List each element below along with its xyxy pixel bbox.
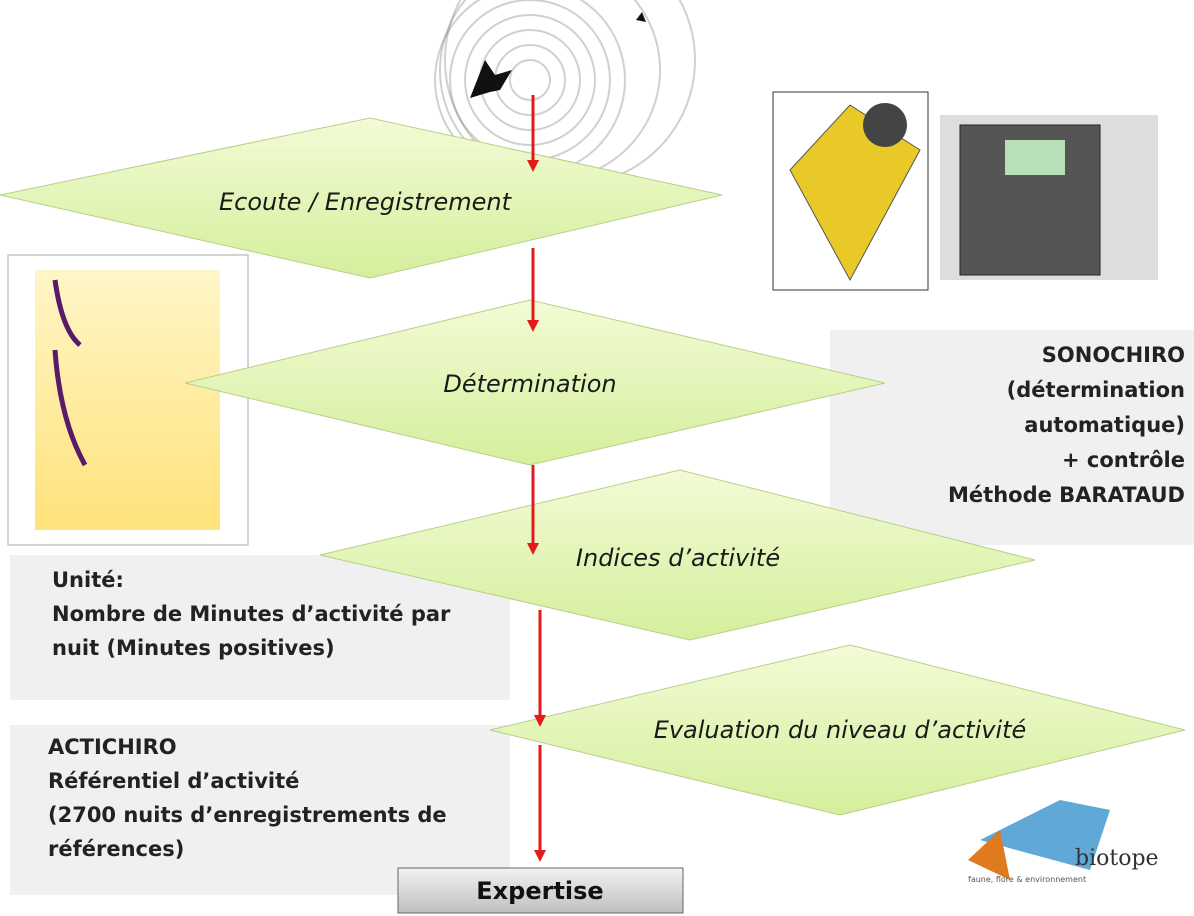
- step-label: Indices d’activité: [576, 544, 780, 572]
- note-line: (2700 nuits d’enregistrements de: [48, 803, 447, 827]
- note-line: Nombre de Minutes d’activité par: [52, 602, 451, 626]
- note-line: références): [48, 837, 184, 861]
- note-line: ACTICHIRO: [48, 735, 177, 759]
- note-line: Méthode BARATAUD: [948, 483, 1185, 507]
- note-line: + contrôle: [1062, 448, 1185, 472]
- bat: [470, 60, 512, 98]
- step-label: Détermination: [443, 370, 616, 398]
- diagram: Expertise biotope faune, flore & environ…: [0, 0, 1194, 916]
- note-line: automatique): [1024, 413, 1185, 437]
- note-line: nuit (Minutes positives): [52, 636, 335, 660]
- note-line: Référentiel d’activité: [48, 769, 299, 793]
- note-line: Unité:: [52, 568, 124, 592]
- logo-tagline: faune, flore & environnement: [968, 875, 1086, 884]
- note-line: (détermination: [1007, 378, 1185, 402]
- recorder-screen: [1005, 140, 1065, 175]
- device-knob: [863, 103, 907, 147]
- logo-name: biotope: [1075, 846, 1159, 871]
- step-label: Ecoute / Enregistrement: [219, 188, 513, 216]
- step-label: Evaluation du niveau d’activité: [654, 716, 1027, 744]
- note-line: SONOCHIRO: [1042, 343, 1185, 367]
- final-step: Expertise: [476, 877, 603, 905]
